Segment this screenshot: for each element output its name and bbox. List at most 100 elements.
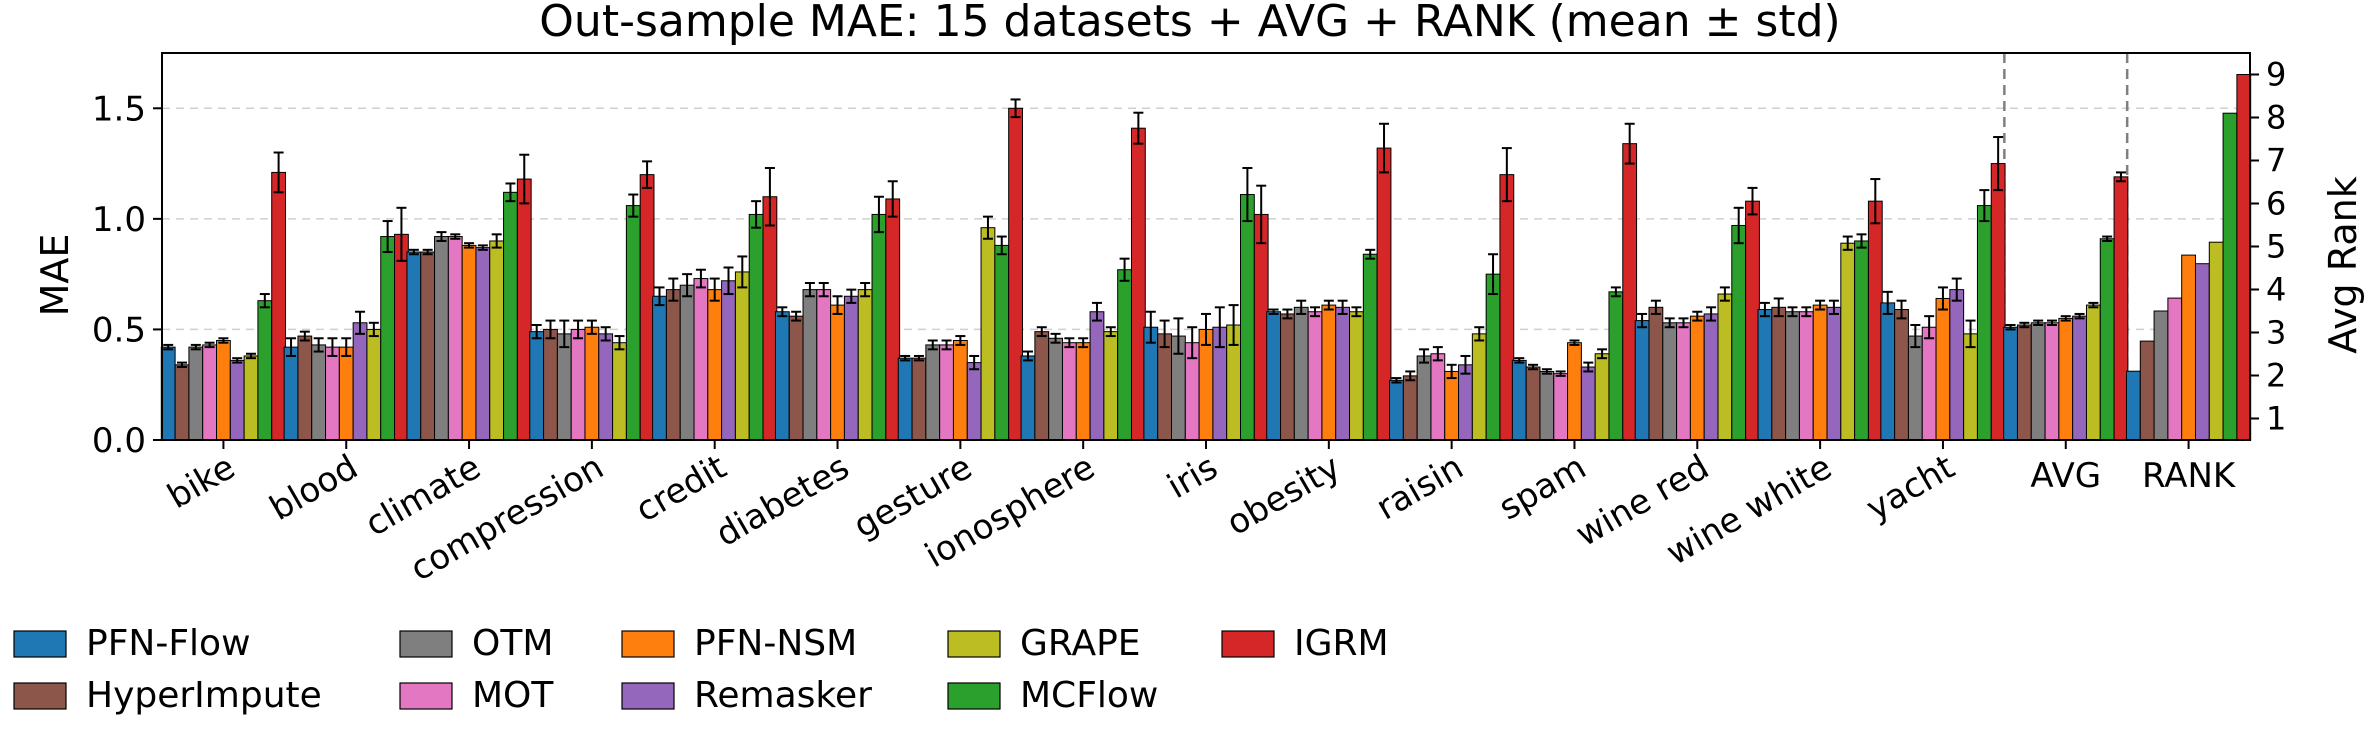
- x-tick-label: RANK: [2142, 456, 2237, 496]
- legend-swatch: [399, 682, 453, 710]
- bar-diabetes-grape: [857, 289, 873, 441]
- bar-yacht-mcflow: [1976, 205, 1992, 441]
- bar-raisin-mcflow: [1485, 273, 1501, 441]
- bar-ionosphere-otm: [1048, 337, 1063, 441]
- bar-diabetes-mot: [816, 289, 832, 441]
- bar-rank-mcflow: [2222, 112, 2238, 441]
- bar-ionosphere-pfn-nsm: [1075, 342, 1091, 441]
- bar-obesity-pfn-nsm: [1321, 304, 1337, 441]
- bar-spam-grape: [1594, 353, 1610, 441]
- bar-ionosphere-remasker: [1089, 311, 1105, 441]
- bar-credit-remasker: [721, 280, 736, 441]
- bar-gesture-mcflow: [994, 244, 1010, 441]
- bar-raisin-remasker: [1458, 364, 1473, 441]
- bar-gesture-mot: [939, 344, 954, 441]
- bar-rank-pfn-flow: [2125, 370, 2141, 441]
- bar-yacht-igrm: [1990, 163, 2006, 441]
- bar-compression-remasker: [598, 333, 614, 441]
- legend-label: MOT: [472, 675, 554, 716]
- bar-avg-pfn-flow: [2003, 326, 2018, 441]
- legend-swatch: [621, 682, 675, 710]
- legend-label: HyperImpute: [86, 675, 322, 716]
- legend: PFN-Flow HyperImpute OTM MOT PFN-NSM Remasker…: [13, 623, 1389, 716]
- legend-swatch: [13, 630, 67, 658]
- bar-gesture-otm: [925, 344, 941, 441]
- bar-bike-otm: [188, 346, 204, 441]
- bar-raisin-otm: [1416, 355, 1432, 441]
- bar-diabetes-mcflow: [871, 213, 887, 441]
- bar-compression-otm: [556, 333, 572, 441]
- bar-diabetes-pfn-flow: [774, 311, 790, 441]
- bar-iris-pfn-nsm: [1198, 328, 1214, 441]
- bar-climate-grape: [489, 240, 505, 441]
- y2-tick-label: 1: [2266, 400, 2286, 438]
- bar-obesity-igrm: [1376, 147, 1392, 441]
- bar-diabetes-remasker: [843, 295, 859, 441]
- bar-wine-white-grape: [1840, 242, 1856, 441]
- x-tick-label: obesity: [1220, 447, 1347, 544]
- bar-rank-otm: [2153, 310, 2169, 441]
- bar-avg-hyperimpute: [2016, 324, 2032, 441]
- bar-gesture-pfn-flow: [897, 357, 913, 441]
- x-tick-label: raisin: [1370, 447, 1471, 528]
- bar-wine-white-igrm: [1867, 200, 1883, 441]
- bar-blood-grape: [366, 328, 382, 441]
- bar-yacht-pfn-flow: [1880, 302, 1896, 441]
- bar-compression-pfn-flow: [529, 331, 545, 441]
- y2-tick-label: 7: [2266, 142, 2286, 180]
- bar-diabetes-pfn-nsm: [830, 304, 845, 441]
- bar-yacht-grape: [1963, 333, 1978, 441]
- bar-spam-mcflow: [1608, 291, 1624, 441]
- bar-climate-mcflow: [503, 191, 518, 441]
- legend-swatch: [399, 630, 453, 658]
- bar-spam-mot: [1553, 373, 1569, 441]
- bar-yacht-remasker: [1949, 289, 1965, 441]
- bar-raisin-grape: [1471, 333, 1487, 441]
- bar-iris-pfn-flow: [1143, 326, 1159, 441]
- bar-compression-mcflow: [625, 205, 641, 441]
- bar-avg-mcflow: [2099, 238, 2115, 441]
- bar-wine-white-mot: [1798, 311, 1814, 441]
- bar-wine-red-igrm: [1745, 200, 1760, 441]
- bar-blood-pfn-nsm: [338, 346, 354, 441]
- bar-gesture-igrm: [1008, 107, 1023, 441]
- bar-bike-igrm: [271, 171, 287, 441]
- y2-tick-label: 6: [2266, 185, 2286, 223]
- bar-blood-hyperimpute: [297, 335, 313, 441]
- y2-tick-label: 4: [2266, 271, 2286, 309]
- bar-wine-white-mcflow: [1854, 240, 1869, 441]
- bar-iris-mcflow: [1240, 194, 1255, 441]
- bar-bike-mot: [202, 344, 218, 441]
- bar-blood-otm: [311, 344, 327, 441]
- bar-bike-hyperimpute: [174, 364, 190, 441]
- bar-avg-pfn-nsm: [2058, 317, 2074, 441]
- bar-spam-remasker: [1580, 366, 1596, 441]
- bar-obesity-mcflow: [1362, 253, 1378, 441]
- y-tick-label: 1.5: [92, 89, 146, 129]
- x-tick-label: iris: [1161, 447, 1225, 507]
- legend-label: MCFlow: [1020, 675, 1158, 716]
- bar-obesity-remasker: [1335, 306, 1351, 441]
- bar-wine-red-pfn-flow: [1634, 320, 1650, 441]
- bar-yacht-mot: [1921, 326, 1937, 441]
- bar-ionosphere-pfn-flow: [1020, 355, 1036, 441]
- bar-spam-pfn-nsm: [1567, 342, 1582, 441]
- bar-spam-pfn-flow: [1511, 359, 1527, 441]
- bar-wine-red-otm: [1662, 322, 1678, 441]
- bar-obesity-mot: [1307, 311, 1323, 441]
- bar-spam-otm: [1539, 370, 1555, 441]
- bar-spam-hyperimpute: [1525, 366, 1541, 441]
- bar-iris-igrm: [1253, 213, 1269, 441]
- y2-tick-label: 8: [2266, 99, 2286, 137]
- bar-yacht-pfn-nsm: [1935, 297, 1951, 441]
- bar-credit-grape: [734, 271, 750, 441]
- bar-credit-mcflow: [748, 213, 764, 441]
- bar-climate-remasker: [475, 247, 491, 441]
- bar-ionosphere-mot: [1061, 342, 1077, 441]
- x-tick-label: yacht: [1860, 447, 1962, 529]
- bar-spam-igrm: [1622, 143, 1638, 441]
- bar-compression-grape: [612, 342, 627, 441]
- bar-obesity-hyperimpute: [1280, 313, 1295, 441]
- bar-ionosphere-igrm: [1130, 127, 1146, 441]
